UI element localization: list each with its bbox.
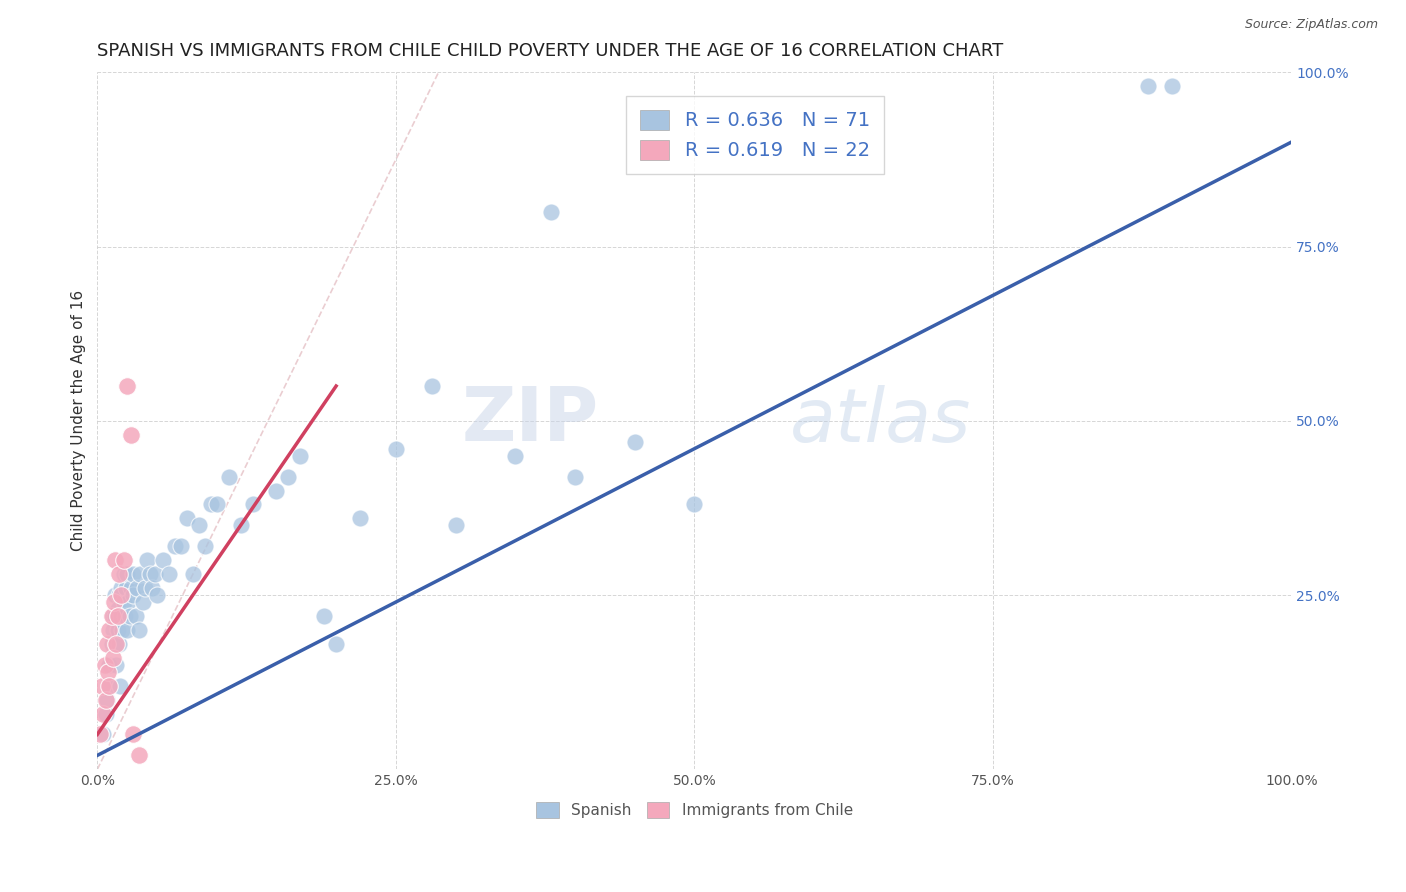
Point: [187, 518, 209, 533]
Point: [93, 657, 115, 672]
Point: [290, 449, 312, 463]
Point: [100, 609, 122, 624]
Point: [170, 539, 193, 553]
Point: [176, 511, 198, 525]
Point: [141, 581, 163, 595]
Point: [110, 609, 132, 624]
Point: [112, 567, 135, 582]
Point: [420, 379, 443, 393]
Point: [96, 692, 118, 706]
Point: [129, 567, 152, 582]
Point: [114, 609, 136, 624]
Point: [194, 539, 217, 553]
Point: [120, 427, 142, 442]
Y-axis label: Child Poverty Under the Age of 16: Child Poverty Under the Age of 16: [72, 290, 86, 551]
Point: [564, 469, 586, 483]
Point: [143, 567, 166, 582]
Point: [325, 637, 347, 651]
Point: [122, 567, 145, 582]
Point: [385, 442, 408, 456]
Point: [124, 609, 146, 624]
Point: [146, 588, 169, 602]
Point: [122, 588, 145, 602]
Point: [120, 581, 142, 595]
Point: [110, 588, 132, 602]
Point: [503, 449, 526, 463]
Point: [111, 623, 134, 637]
Point: [91, 727, 114, 741]
Point: [101, 609, 124, 624]
Legend: Spanish, Immigrants from Chile: Spanish, Immigrants from Chile: [530, 797, 859, 824]
Point: [105, 637, 128, 651]
Point: [157, 567, 180, 582]
Point: [205, 498, 228, 512]
Point: [101, 650, 124, 665]
Point: [98, 623, 121, 637]
Point: [115, 623, 138, 637]
Point: [623, 434, 645, 449]
Point: [104, 609, 127, 624]
Point: [96, 637, 118, 651]
Point: [125, 581, 148, 595]
Point: [104, 637, 127, 651]
Point: [136, 553, 159, 567]
Point: [98, 679, 121, 693]
Point: [112, 553, 135, 567]
Point: [540, 204, 562, 219]
Point: [110, 581, 132, 595]
Point: [108, 567, 131, 582]
Point: [128, 623, 150, 637]
Point: [181, 567, 204, 582]
Point: [349, 511, 371, 525]
Point: [117, 595, 139, 609]
Point: [115, 581, 138, 595]
Point: [89, 727, 111, 741]
Point: [242, 498, 264, 512]
Text: atlas: atlas: [790, 384, 972, 457]
Point: [1137, 79, 1160, 94]
Point: [163, 539, 186, 553]
Point: [101, 623, 124, 637]
Point: [107, 602, 129, 616]
Point: [91, 706, 114, 721]
Point: [107, 609, 129, 624]
Point: [314, 609, 336, 624]
Point: [218, 469, 240, 483]
Point: [118, 609, 141, 624]
Point: [103, 595, 125, 609]
Point: [98, 657, 121, 672]
Point: [100, 637, 122, 651]
Point: [108, 637, 131, 651]
Point: [104, 588, 127, 602]
Point: [122, 727, 145, 741]
Point: [104, 553, 127, 567]
Point: [200, 498, 222, 512]
Point: [229, 518, 252, 533]
Point: [115, 567, 138, 582]
Point: [94, 692, 117, 706]
Point: [134, 581, 156, 595]
Point: [115, 379, 138, 393]
Text: SPANISH VS IMMIGRANTS FROM CHILE CHILD POVERTY UNDER THE AGE OF 16 CORRELATION C: SPANISH VS IMMIGRANTS FROM CHILE CHILD P…: [97, 42, 1004, 60]
Point: [277, 469, 299, 483]
Text: Source: ZipAtlas.com: Source: ZipAtlas.com: [1244, 18, 1378, 31]
Point: [152, 553, 174, 567]
Point: [98, 679, 121, 693]
Point: [112, 595, 135, 609]
Point: [1161, 79, 1184, 94]
Point: [107, 623, 129, 637]
Point: [97, 665, 120, 679]
Text: ZIP: ZIP: [461, 384, 599, 458]
Point: [91, 679, 114, 693]
Point: [444, 518, 467, 533]
Point: [105, 657, 128, 672]
Point: [108, 588, 131, 602]
Point: [132, 595, 155, 609]
Point: [683, 498, 706, 512]
Point: [266, 483, 288, 498]
Point: [128, 748, 150, 763]
Point: [139, 567, 162, 582]
Point: [108, 679, 131, 693]
Point: [94, 706, 117, 721]
